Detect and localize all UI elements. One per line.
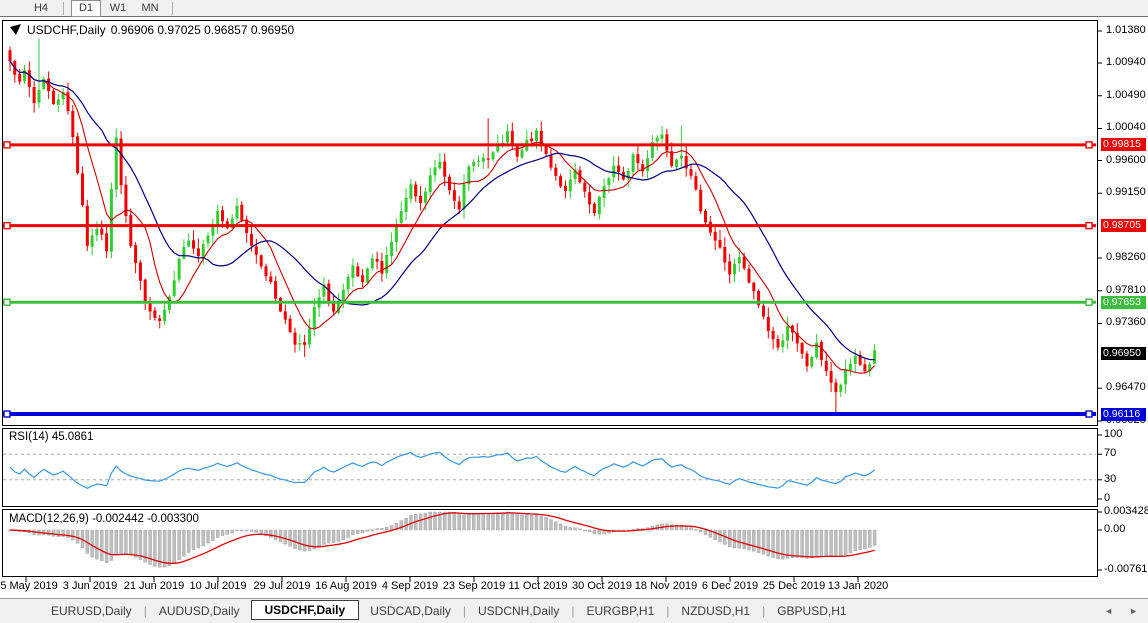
tab-separator: |: [666, 604, 670, 618]
tab-nzdusd[interactable]: NZDUSD,H1: [681, 604, 751, 618]
chart-tab-bar: EURUSD,Daily | AUDUSD,Daily USDCHF,Daily USD…: [0, 598, 1148, 623]
toolbar-separator: [172, 1, 173, 15]
timeframe-button-w1[interactable]: W1: [109, 2, 127, 14]
timeframe-button-h4[interactable]: H4: [33, 2, 49, 14]
tab-nav: ◄ ►: [1104, 606, 1148, 616]
tab-usdcnh[interactable]: USDCNH,Daily: [478, 604, 560, 618]
timeframe-button-d1[interactable]: D1: [71, 0, 101, 17]
tab-separator: |: [571, 604, 575, 618]
date-label: 13 Jan 2020: [827, 580, 889, 592]
date-label: 15 May 2019: [0, 580, 58, 592]
tab-separator: |: [762, 604, 766, 618]
tab-gbpusd[interactable]: GBPUSD,H1: [777, 604, 847, 618]
date-label: 6 Dec 2019: [701, 580, 759, 592]
price-axis-label: 1.01380: [1106, 24, 1146, 36]
macd-axis-label: -0.007615: [1104, 562, 1148, 575]
date-label: 10 Jul 2019: [189, 580, 247, 592]
date-label: 21 Jun 2019: [123, 580, 185, 592]
date-label: 18 Nov 2019: [634, 580, 698, 592]
chart-title: USDCHF,Daily 0.96906 0.97025 0.96857 0.9…: [10, 23, 294, 37]
macd-axis-label: 0.00: [1104, 523, 1126, 535]
price-level-badge: 0.98705: [1101, 219, 1146, 233]
tab-usdcad[interactable]: USDCAD,Daily: [370, 604, 451, 618]
price-axis-label: 0.99600: [1106, 153, 1146, 166]
price-axis-label: 0.96470: [1106, 381, 1146, 394]
price-level-badge: 0.99815: [1101, 138, 1146, 152]
main-chart-panel[interactable]: [2, 20, 1098, 426]
tab-eurusd[interactable]: EURUSD,Daily: [51, 604, 132, 618]
date-label: 23 Sep 2019: [442, 580, 506, 592]
rsi-axis-label: 30: [1104, 472, 1117, 485]
price-axis-label: 1.00940: [1106, 56, 1146, 68]
date-label: 16 Aug 2019: [315, 580, 377, 592]
price-level-badge: 0.96950: [1101, 346, 1146, 360]
timeframe-button-mn[interactable]: MN: [141, 2, 159, 14]
tab-separator: |: [143, 604, 147, 618]
ohlc-values: 0.96906 0.97025 0.96857 0.96950: [110, 23, 295, 37]
toolbar-separator: [63, 1, 64, 15]
macd-indicator-label: MACD(12,26,9) -0.002442 -0.003300: [9, 513, 199, 525]
date-label: 4 Sep 2019: [381, 580, 439, 592]
tab-eurgbp[interactable]: EURGBP,H1: [586, 604, 655, 618]
price-axis-label: 1.00040: [1106, 121, 1146, 134]
price-level-badge: 0.96116: [1101, 407, 1146, 421]
price-axis-label: 0.97810: [1106, 283, 1146, 296]
tab-separator: |: [462, 604, 466, 618]
price-axis-label: 0.97360: [1106, 316, 1146, 329]
tab-scroll-right-icon[interactable]: ►: [1129, 606, 1138, 616]
rsi-panel[interactable]: [2, 428, 1098, 507]
price-level-badge: 0.97653: [1101, 295, 1146, 309]
tab-audusd[interactable]: AUDUSD,Daily: [158, 604, 240, 618]
price-axis-label: 0.98260: [1106, 251, 1146, 263]
tab-usdchf[interactable]: USDCHF,Daily: [250, 600, 360, 620]
symbol-marker-icon: [10, 24, 21, 35]
price-axis-label: 1.00490: [1106, 88, 1146, 101]
date-label: 3 Jun 2019: [62, 580, 118, 592]
symbol-name: USDCHF,Daily: [27, 23, 106, 37]
timeframe-toolbar: H4 D1 W1 MN: [0, 0, 1148, 17]
date-label: 25 Dec 2019: [762, 580, 826, 592]
price-axis-label: 0.99150: [1106, 186, 1146, 199]
rsi-indicator-label: RSI(14) 45.0861: [9, 431, 94, 443]
date-label: 11 Oct 2019: [508, 580, 568, 592]
date-label: 29 Jul 2019: [253, 580, 311, 592]
rsi-axis-label: 70: [1104, 447, 1117, 460]
date-label: 30 Oct 2019: [572, 580, 632, 592]
macd-axis-label: 0.003428: [1104, 504, 1148, 517]
rsi-axis-label: 100: [1104, 428, 1123, 440]
tab-scroll-left-icon[interactable]: ◄: [1104, 606, 1114, 616]
rsi-axis-label: 0: [1104, 492, 1111, 504]
